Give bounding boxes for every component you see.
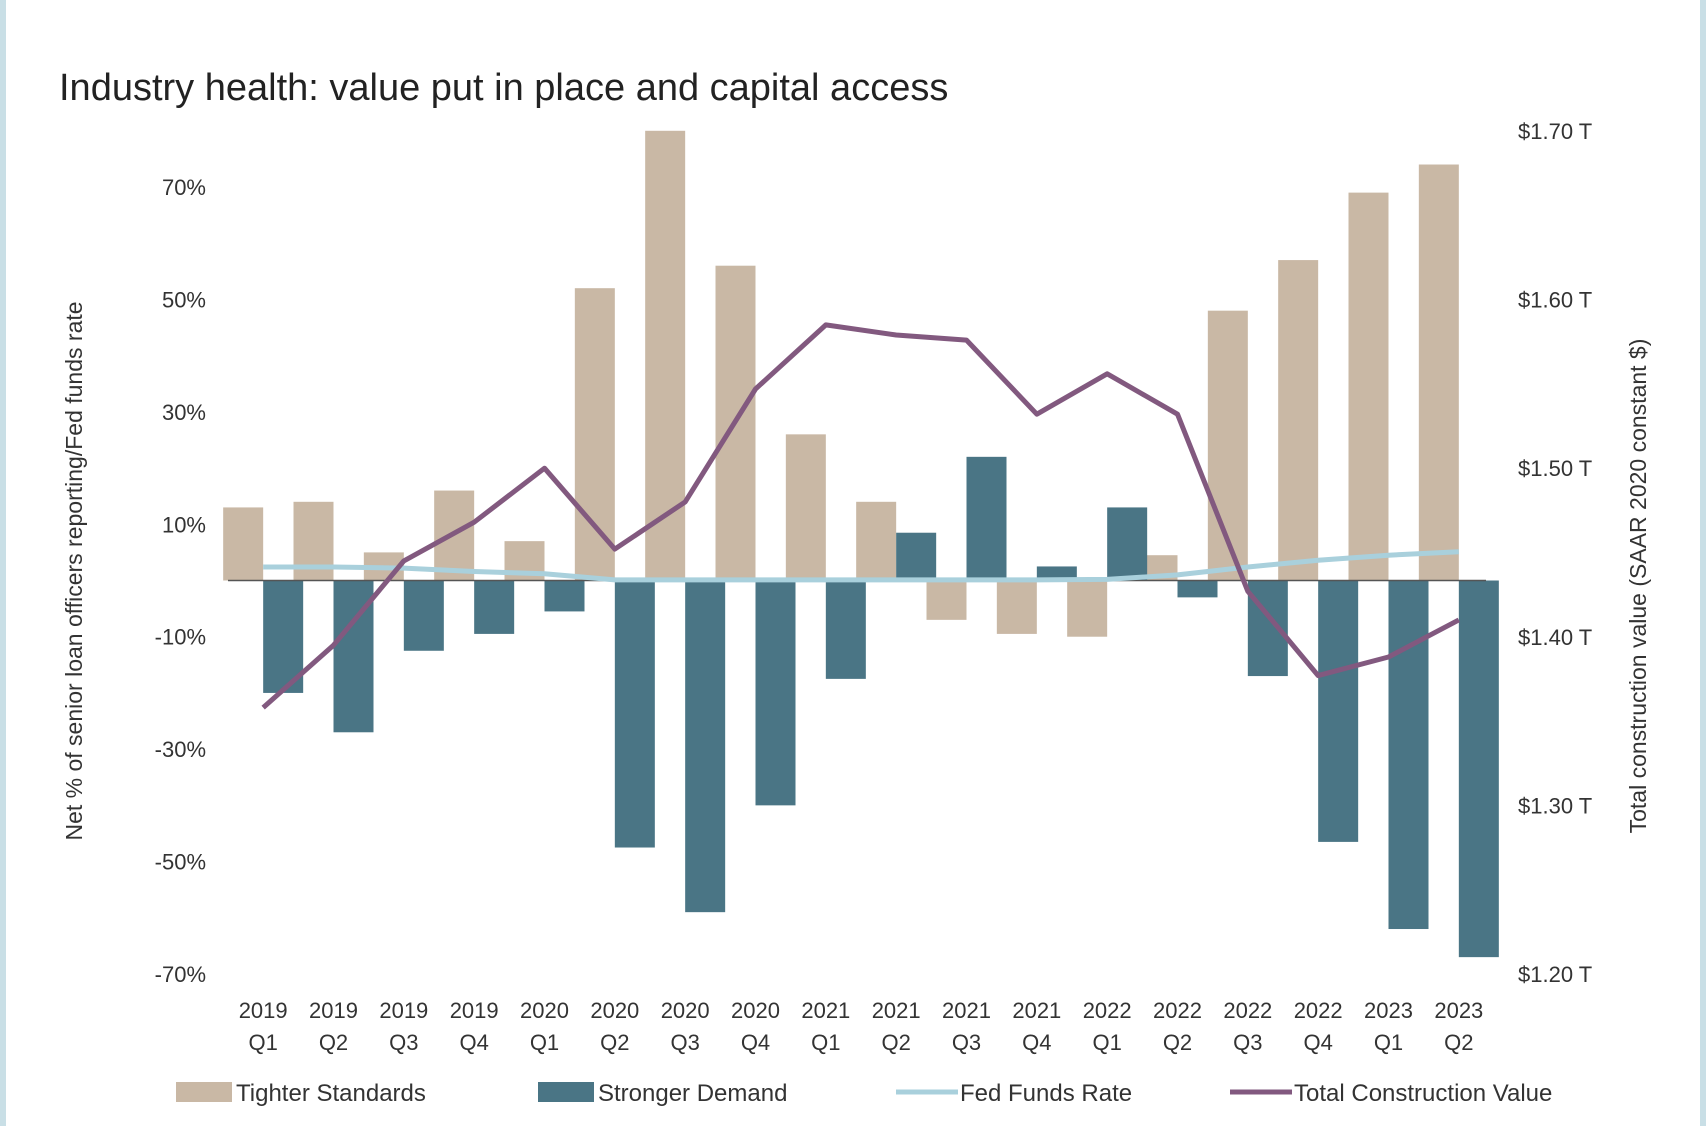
bar-tighter-standards: [1278, 260, 1319, 581]
legend-swatch-1: [538, 1082, 594, 1102]
right-axis-ticks: $1.70 T $1.60 T $1.50 T $1.40 T $1.30 T $1.20…: [1518, 119, 1592, 987]
x-tick-year: 2021: [1012, 998, 1061, 1023]
bar-tighter-standards: [785, 434, 826, 581]
x-tick-year: 2019: [239, 998, 288, 1023]
x-tick-quarter: Q3: [952, 1030, 981, 1055]
bar-stronger-demand: [1036, 566, 1077, 581]
x-tick-quarter: Q1: [1374, 1030, 1403, 1055]
bar-stronger-demand: [1107, 507, 1148, 581]
x-tick-year: 2019: [309, 998, 358, 1023]
y-tick-label: 50%: [162, 287, 206, 312]
bar-tighter-standards: [574, 288, 615, 581]
line-total-construction-value: [261, 322, 1460, 710]
x-tick-year: 2019: [450, 998, 499, 1023]
y2-tick-label: $1.70 T: [1518, 119, 1592, 144]
x-tick-year: 2022: [1294, 998, 1343, 1023]
legend-label: Stronger Demand: [598, 1080, 787, 1107]
x-tick-quarter: Q1: [530, 1030, 559, 1055]
y-tick-label: -30%: [155, 737, 206, 762]
y2-tick-label: $1.20 T: [1518, 962, 1592, 987]
x-tick-quarter: Q3: [670, 1030, 699, 1055]
bar-stronger-demand: [825, 580, 866, 679]
x-tick-quarter: Q2: [600, 1030, 629, 1055]
y2-tick-label: $1.60 T: [1518, 288, 1592, 313]
bar-tighter-standards: [996, 580, 1037, 634]
x-tick-quarter: Q2: [1163, 1030, 1192, 1055]
chart-svg: Industry health: value put in place and …: [59, 67, 1651, 1107]
x-tick-year: 2023: [1434, 998, 1483, 1023]
left-axis-ticks: 70% 50% 30% 10% -10% -30% -50% -70%: [155, 175, 206, 987]
x-tick-year: 2023: [1364, 998, 1413, 1023]
x-tick-quarter: Q2: [319, 1030, 348, 1055]
bar-stronger-demand: [966, 456, 1007, 581]
x-tick-year: 2022: [1153, 998, 1202, 1023]
y-tick-label: 10%: [162, 512, 206, 537]
y-tick-label: -50%: [155, 850, 206, 875]
legend-swatch-0: [176, 1082, 232, 1102]
x-tick-quarter: Q4: [1303, 1030, 1332, 1055]
x-tick-quarter: Q1: [811, 1030, 840, 1055]
x-tick-year: 2021: [801, 998, 850, 1023]
legend: Tighter Standards Stronger Demand Fed Fund…: [176, 1080, 1552, 1107]
x-tick-quarter: Q2: [881, 1030, 910, 1055]
bar-tighter-standards: [1067, 580, 1108, 637]
line-fed-funds-rate: [263, 549, 1459, 583]
x-tick-year: 2020: [731, 998, 780, 1023]
bar-stronger-demand: [896, 532, 937, 581]
bar-stronger-demand: [685, 580, 726, 913]
bar-tighter-standards: [1348, 192, 1389, 581]
y-tick-label: -10%: [155, 625, 206, 650]
bar-tighter-standards: [223, 507, 264, 581]
x-tick-year: 2022: [1083, 998, 1132, 1023]
x-tick-quarter: Q2: [1444, 1030, 1473, 1055]
legend-label: Tighter Standards: [236, 1080, 426, 1107]
x-tick-year: 2022: [1223, 998, 1272, 1023]
bar-tighter-standards: [926, 580, 967, 620]
x-tick-year: 2019: [379, 998, 428, 1023]
bar-stronger-demand: [1177, 580, 1218, 598]
legend-label: Total Construction Value: [1294, 1080, 1552, 1107]
y2-tick-label: $1.40 T: [1518, 625, 1592, 650]
bar-stronger-demand: [544, 580, 585, 612]
x-tick-quarter: Q4: [741, 1030, 770, 1055]
bar-tighter-standards: [1418, 164, 1459, 581]
x-tick-quarter: Q3: [389, 1030, 418, 1055]
bar-stronger-demand: [263, 580, 304, 693]
y-tick-label: 70%: [162, 175, 206, 200]
bar-stronger-demand: [403, 580, 444, 651]
y2-tick-label: $1.50 T: [1518, 456, 1592, 481]
y-tick-label: -70%: [155, 962, 206, 987]
y-tick-label: 30%: [162, 400, 206, 425]
x-tick-quarter: Q3: [1233, 1030, 1262, 1055]
x-tick-year: 2021: [872, 998, 921, 1023]
line-series: [261, 322, 1460, 710]
x-tick-quarter: Q1: [1092, 1030, 1121, 1055]
bar-stronger-demand: [1388, 580, 1429, 930]
bar-stronger-demand: [474, 580, 515, 634]
x-tick-year: 2021: [942, 998, 991, 1023]
x-tick-quarter: Q4: [459, 1030, 488, 1055]
y2-axis-label: Total construction value (SAAR 2020 cons…: [1625, 339, 1651, 834]
y-axis-label: Net % of senior loan officers reporting/…: [61, 301, 87, 840]
x-tick-quarter: Q1: [248, 1030, 277, 1055]
bar-tighter-standards: [856, 501, 897, 581]
bar-stronger-demand: [1458, 580, 1499, 958]
x-axis-ticks: 2019 Q1 2019 Q2 2019 Q3 2019 Q4 2020 Q1 2020 Q2 2020…: [239, 998, 1484, 1055]
x-tick-quarter: Q4: [1022, 1030, 1051, 1055]
chart-title: Industry health: value put in place and …: [59, 67, 948, 109]
bar-marks: [223, 130, 1499, 958]
bar-stronger-demand: [614, 580, 655, 848]
legend-label: Fed Funds Rate: [960, 1080, 1132, 1107]
bar-stronger-demand: [1318, 580, 1359, 842]
bar-stronger-demand: [755, 580, 796, 806]
x-tick-year: 2020: [590, 998, 639, 1023]
x-tick-year: 2020: [520, 998, 569, 1023]
y2-tick-label: $1.30 T: [1518, 793, 1592, 818]
x-tick-year: 2020: [661, 998, 710, 1023]
